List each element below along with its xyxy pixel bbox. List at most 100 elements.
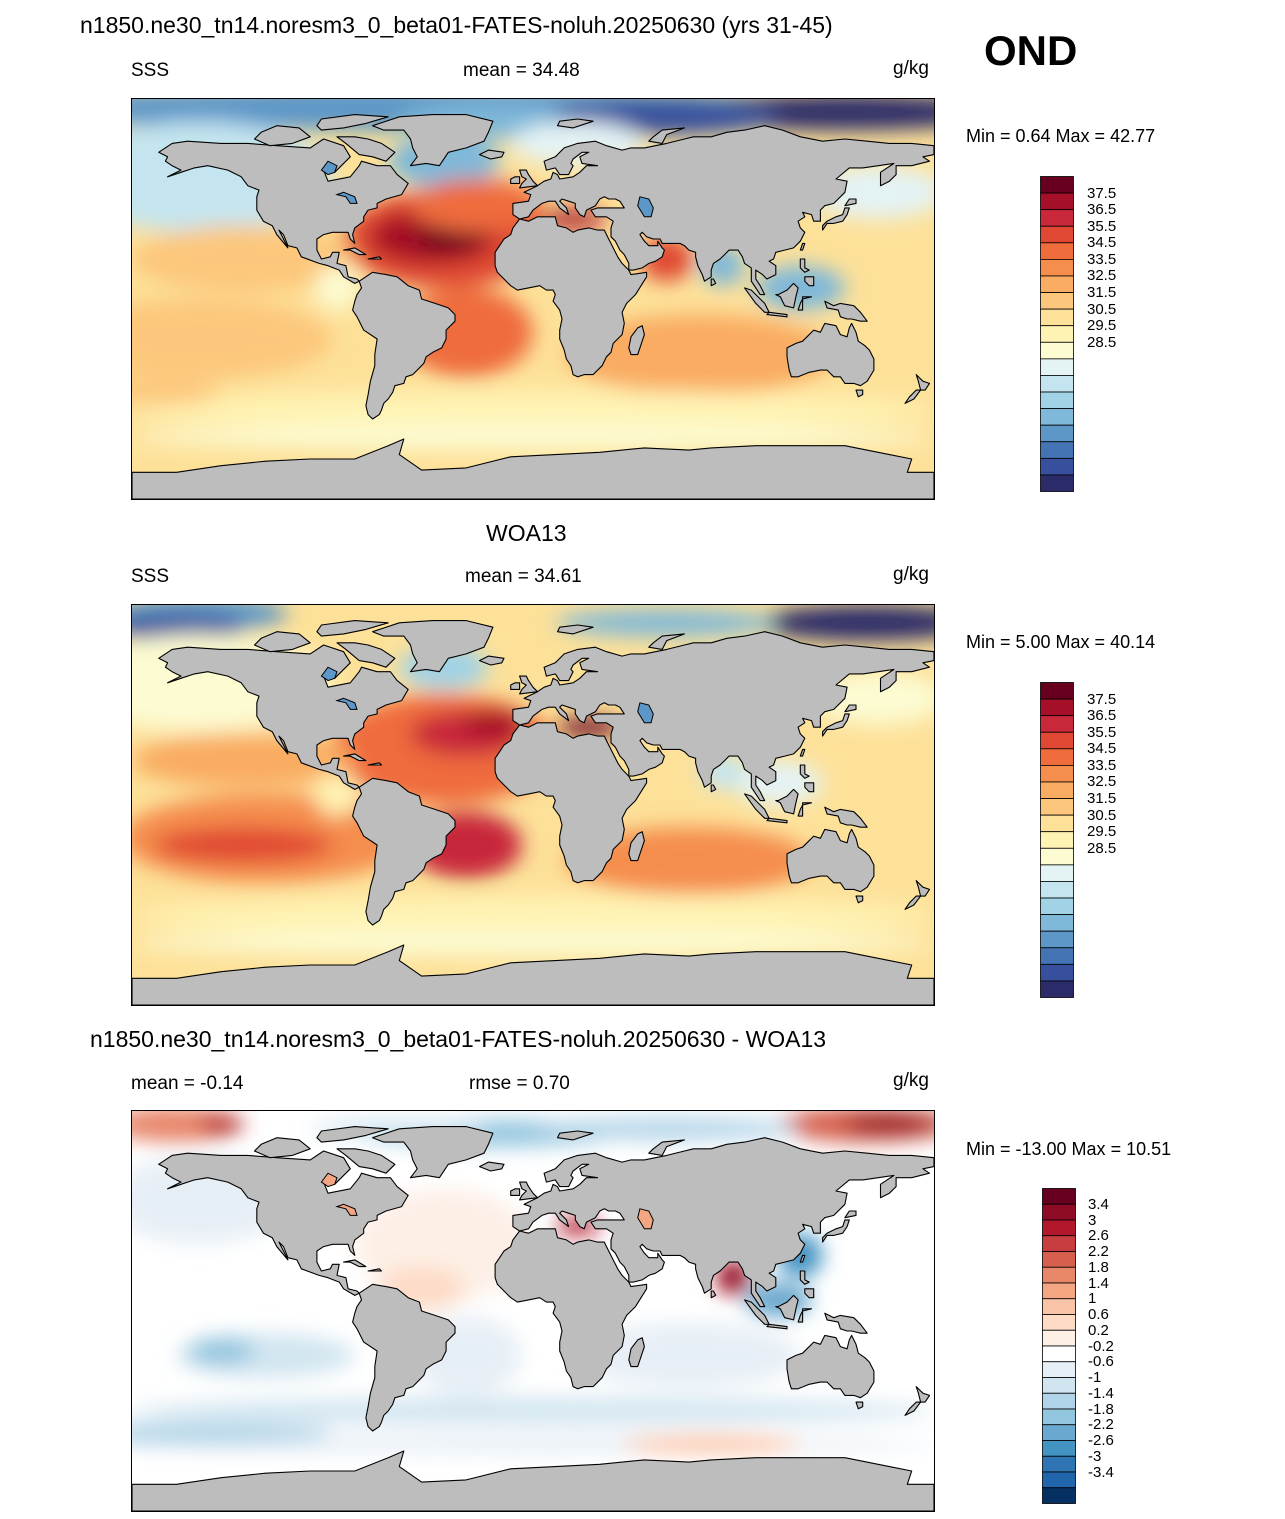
coastline	[316, 114, 389, 131]
salinity-region	[132, 613, 244, 641]
coastline	[494, 1228, 648, 1390]
colorbar-tick-label: 31.5	[1087, 284, 1117, 302]
coastline	[799, 764, 810, 779]
colorbar-tick-label: 3.4	[1088, 1195, 1109, 1213]
coastline	[710, 1290, 717, 1299]
inland-sea	[637, 702, 654, 724]
colorbar-tick-label: 28.5	[1087, 839, 1117, 857]
salinity-region	[844, 1115, 934, 1134]
panel2-title: WOA13	[486, 520, 567, 546]
colorbar-box	[1040, 698, 1074, 717]
coastline	[316, 1126, 389, 1143]
panel2-mean-label: mean = 34.61	[465, 566, 582, 587]
salinity-region	[132, 1397, 934, 1425]
colorbar-box	[1040, 864, 1074, 882]
colorbar-box	[1040, 275, 1074, 293]
colorbar-box	[1040, 930, 1074, 949]
colorbar-box	[1040, 980, 1074, 998]
coastline	[494, 722, 648, 884]
coastline	[510, 1188, 521, 1196]
coastline	[775, 1294, 799, 1321]
coastline	[797, 296, 813, 311]
coastline	[478, 149, 505, 160]
inland-seas	[320, 160, 654, 218]
coastline	[855, 389, 864, 398]
colorbar-box	[1040, 258, 1074, 277]
colorbar-box	[1042, 1266, 1076, 1284]
coastline	[824, 300, 868, 322]
salinity-region	[132, 390, 934, 431]
coastline	[804, 1288, 815, 1299]
colorbar-box	[1040, 408, 1074, 426]
colorbar-tick-label: -0.2	[1088, 1337, 1114, 1355]
land-mask	[132, 1126, 934, 1511]
salinity-region	[533, 1117, 801, 1140]
colorbar-tick-label: -2.6	[1088, 1432, 1114, 1449]
coastline	[510, 682, 521, 690]
colorbar-tick-label: 29.5	[1087, 823, 1117, 841]
coastline	[766, 1323, 788, 1330]
coastline	[512, 125, 934, 296]
colorbar-box	[1040, 358, 1074, 376]
coastline	[556, 624, 594, 635]
colorbar-tick-label: 35.5	[1087, 217, 1117, 235]
colorbar-box	[1040, 292, 1074, 310]
salinity-region	[622, 1435, 801, 1454]
colorbar-box	[1040, 474, 1074, 492]
coastline	[367, 256, 383, 260]
colorbar-box	[1040, 391, 1074, 410]
coastline	[628, 325, 645, 356]
colorbar-box	[1040, 242, 1074, 260]
coastline	[915, 880, 931, 897]
inland-sea	[637, 196, 654, 218]
colorbar-box	[1040, 375, 1074, 393]
colorbar-box	[1042, 1298, 1076, 1315]
coastline	[512, 1137, 934, 1308]
colorbar-box	[1042, 1440, 1076, 1457]
colorbar-tick-label: -2.2	[1088, 1416, 1114, 1434]
coastline	[904, 895, 922, 910]
colorbar-box	[1042, 1487, 1076, 1504]
panel2-map	[131, 604, 935, 1006]
salinity-region	[577, 1322, 801, 1389]
coastline	[336, 642, 396, 668]
salinity-region	[811, 671, 934, 725]
colorbar-tick-label: 2.2	[1088, 1243, 1109, 1260]
coastline	[904, 1401, 922, 1416]
salinity-region	[724, 1266, 743, 1285]
colorbar-tick-label: 3	[1088, 1211, 1097, 1229]
colorbar-box	[1040, 225, 1074, 244]
colorbar-tick-label: 37.5	[1087, 690, 1117, 708]
colorbar-tick-label: 0.2	[1088, 1321, 1109, 1339]
panel1-mean-label: mean = 34.48	[463, 60, 580, 81]
coastline	[253, 1137, 311, 1159]
coastline	[372, 620, 494, 673]
colorbar-tick-label: 30.5	[1087, 300, 1117, 318]
colorbar-tick-label: 29.5	[1087, 317, 1117, 335]
colorbar-tick-label: 33.5	[1087, 756, 1117, 774]
colorbar-box	[1042, 1361, 1076, 1378]
coastline	[648, 633, 686, 650]
coastline	[628, 831, 645, 862]
colorbar-box	[1040, 781, 1074, 799]
colorbar-box	[1040, 963, 1074, 982]
coastline	[343, 753, 367, 762]
salinity-region	[132, 929, 934, 957]
inland-sea	[335, 1203, 358, 1216]
coastline	[804, 782, 815, 793]
inland-sea	[335, 191, 358, 204]
salinity-region	[461, 709, 525, 737]
colorbar-box	[1042, 1251, 1076, 1268]
inland-sea	[320, 160, 338, 176]
colorbar-box	[1040, 715, 1074, 733]
land-mask	[132, 114, 934, 499]
colorbar-box	[1040, 897, 1074, 916]
colorbar-tick-label: 1	[1088, 1290, 1097, 1308]
panel3-map	[131, 1110, 935, 1512]
salinity-region	[410, 179, 545, 233]
coastline	[367, 762, 383, 766]
colorbar-box	[1042, 1235, 1076, 1252]
colorbar-box	[1040, 682, 1074, 700]
coastline	[710, 278, 717, 287]
salinity-region	[314, 771, 360, 817]
